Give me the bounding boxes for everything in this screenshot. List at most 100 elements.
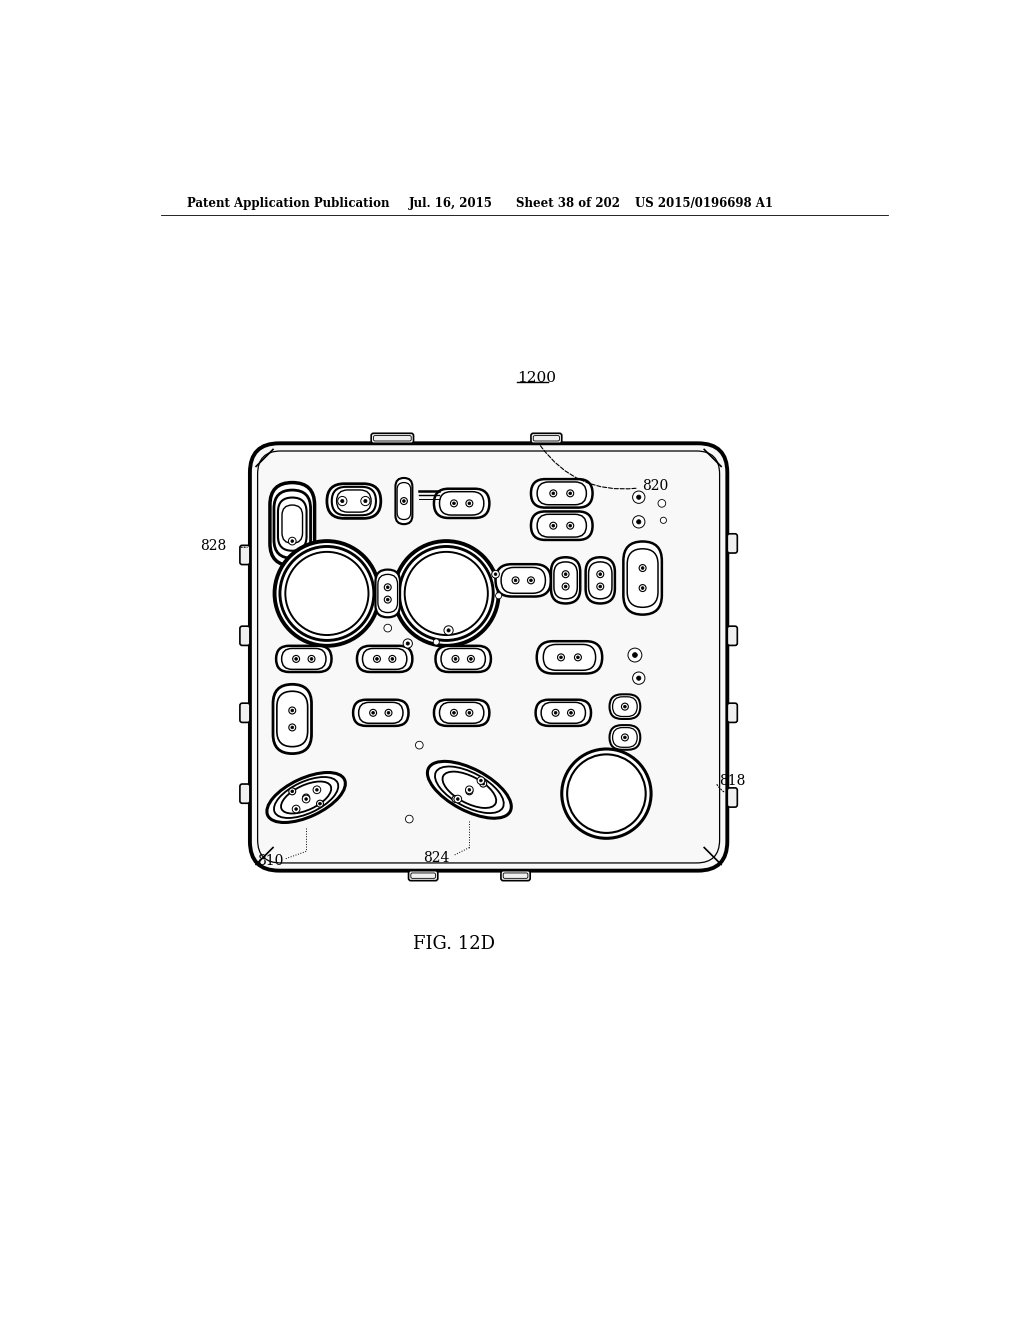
FancyBboxPatch shape (435, 645, 490, 672)
FancyBboxPatch shape (327, 483, 381, 519)
Circle shape (453, 711, 456, 714)
Circle shape (514, 579, 517, 582)
FancyBboxPatch shape (501, 871, 530, 880)
Circle shape (480, 780, 486, 787)
Circle shape (641, 586, 644, 590)
Circle shape (468, 788, 471, 791)
Circle shape (562, 748, 651, 838)
Circle shape (302, 795, 310, 803)
Ellipse shape (267, 772, 345, 822)
Circle shape (562, 570, 569, 578)
Circle shape (406, 816, 413, 822)
FancyBboxPatch shape (496, 564, 551, 597)
Text: FIG. 12D: FIG. 12D (413, 935, 495, 953)
Circle shape (370, 709, 377, 717)
FancyBboxPatch shape (240, 784, 250, 804)
Circle shape (452, 796, 459, 803)
FancyBboxPatch shape (409, 871, 438, 880)
Circle shape (453, 502, 456, 504)
Circle shape (316, 800, 324, 807)
Circle shape (291, 726, 294, 729)
FancyBboxPatch shape (624, 541, 662, 615)
Circle shape (293, 656, 300, 663)
FancyBboxPatch shape (501, 568, 546, 593)
Circle shape (624, 705, 627, 708)
Circle shape (624, 737, 627, 739)
FancyBboxPatch shape (628, 549, 658, 607)
FancyBboxPatch shape (609, 694, 640, 719)
FancyBboxPatch shape (531, 433, 562, 444)
Circle shape (529, 579, 532, 582)
Circle shape (622, 734, 629, 741)
Circle shape (386, 598, 389, 601)
Circle shape (641, 566, 644, 569)
Circle shape (569, 492, 571, 495)
Circle shape (466, 788, 473, 795)
Text: US 2015/0196698 A1: US 2015/0196698 A1 (635, 197, 773, 210)
Circle shape (496, 593, 502, 599)
Circle shape (637, 676, 641, 680)
Circle shape (280, 546, 374, 640)
Circle shape (389, 656, 396, 663)
Circle shape (416, 742, 423, 748)
Circle shape (566, 490, 573, 496)
Circle shape (385, 709, 392, 717)
Text: 810: 810 (258, 854, 284, 867)
FancyBboxPatch shape (538, 515, 587, 537)
Circle shape (295, 657, 298, 660)
Circle shape (637, 495, 641, 499)
Circle shape (391, 657, 394, 660)
Circle shape (384, 597, 391, 603)
Circle shape (552, 524, 555, 527)
FancyBboxPatch shape (434, 700, 489, 726)
FancyBboxPatch shape (378, 574, 397, 612)
Circle shape (466, 500, 473, 507)
Circle shape (477, 776, 484, 784)
Circle shape (567, 755, 646, 833)
Circle shape (315, 788, 318, 791)
Circle shape (468, 711, 471, 714)
FancyBboxPatch shape (589, 562, 612, 599)
FancyBboxPatch shape (612, 727, 637, 747)
Circle shape (403, 639, 413, 648)
FancyBboxPatch shape (538, 482, 587, 504)
FancyBboxPatch shape (544, 644, 596, 671)
Circle shape (404, 552, 487, 635)
Circle shape (291, 709, 294, 711)
Circle shape (386, 586, 389, 589)
Text: 824: 824 (423, 850, 450, 865)
FancyBboxPatch shape (270, 483, 314, 566)
FancyBboxPatch shape (240, 626, 250, 645)
Circle shape (564, 573, 567, 576)
Circle shape (387, 711, 390, 714)
Circle shape (305, 796, 307, 799)
Circle shape (562, 583, 569, 590)
Circle shape (451, 709, 458, 717)
FancyBboxPatch shape (727, 788, 737, 807)
FancyBboxPatch shape (727, 626, 737, 645)
Circle shape (482, 783, 484, 785)
FancyBboxPatch shape (536, 700, 591, 726)
FancyBboxPatch shape (727, 533, 737, 553)
Circle shape (628, 648, 642, 663)
Text: Patent Application Publication: Patent Application Publication (186, 197, 389, 210)
Circle shape (633, 516, 645, 528)
Circle shape (495, 573, 497, 576)
Circle shape (599, 585, 602, 587)
Circle shape (384, 583, 391, 591)
FancyBboxPatch shape (250, 444, 727, 871)
Circle shape (466, 785, 473, 793)
Circle shape (559, 656, 562, 659)
Circle shape (341, 499, 344, 503)
Circle shape (633, 672, 645, 684)
FancyBboxPatch shape (276, 645, 332, 672)
Circle shape (374, 656, 381, 663)
Circle shape (384, 624, 391, 632)
Circle shape (569, 524, 571, 527)
FancyBboxPatch shape (441, 648, 485, 669)
Circle shape (633, 652, 637, 657)
Text: 1200: 1200 (517, 371, 556, 385)
Circle shape (454, 797, 457, 800)
Circle shape (552, 492, 555, 495)
Circle shape (554, 711, 557, 714)
